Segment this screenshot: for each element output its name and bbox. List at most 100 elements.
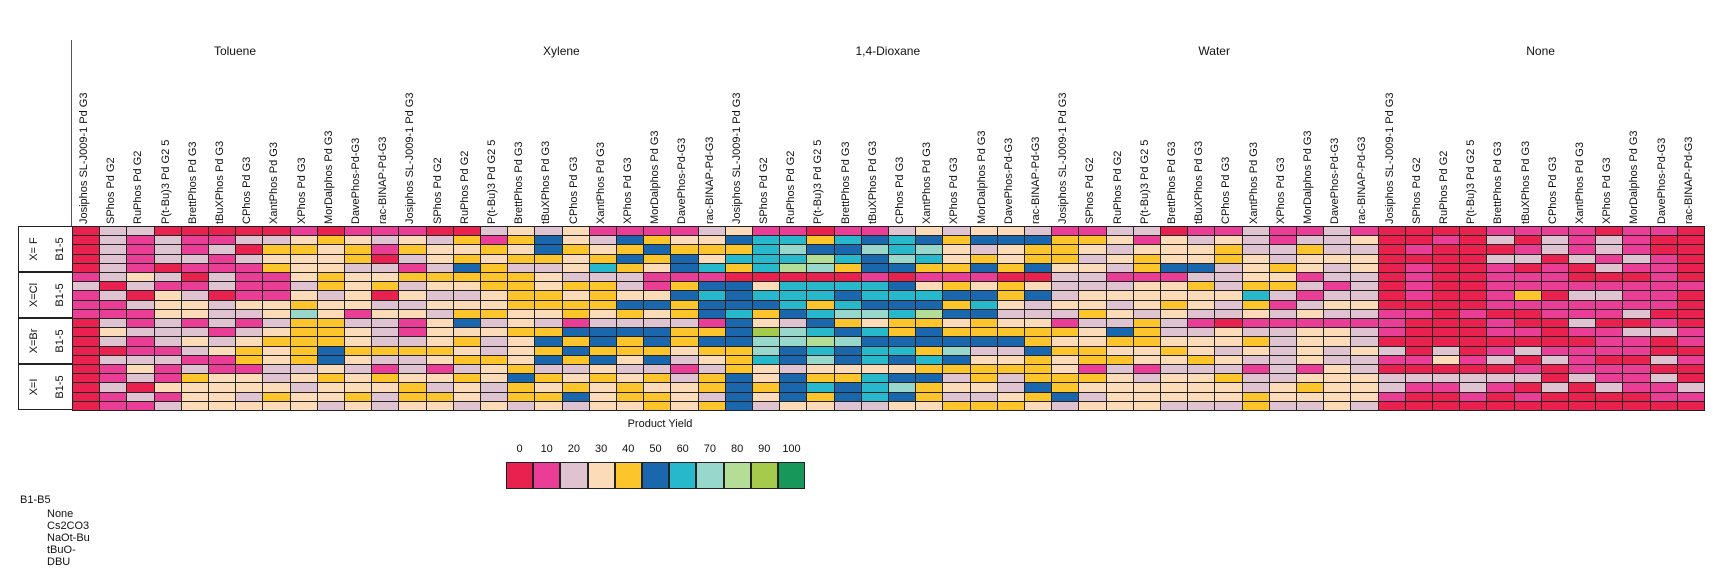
ligand-header: MorDalphos Pd G3 bbox=[649, 130, 662, 224]
ligand-header: P(t-Bu)3 Pd G2 5 bbox=[1138, 139, 1151, 224]
heatmap-cell bbox=[1377, 400, 1406, 411]
ligand-header: XantPhos Pd G3 bbox=[921, 142, 934, 224]
ligand-header: XPhos Pd G3 bbox=[948, 157, 961, 224]
ligand-header: CPhos Pd G3 bbox=[567, 156, 580, 224]
heatmap-cell bbox=[1649, 400, 1678, 411]
ligand-header: tBuXPhos Pd G3 bbox=[540, 140, 553, 224]
ligand-header: SPhos Pd G2 bbox=[105, 157, 118, 224]
heatmap-cell bbox=[860, 400, 889, 411]
ligand-header: SPhos Pd G2 bbox=[758, 157, 770, 224]
colorbar-swatch bbox=[669, 462, 697, 489]
colorbar-tick-label: 80 bbox=[730, 443, 744, 455]
colorbar-swatch bbox=[533, 462, 561, 489]
ligand-header: BrettPhos Pd G3 bbox=[513, 141, 526, 224]
heatmap-cell bbox=[1241, 400, 1270, 411]
heatmap-cell bbox=[1622, 400, 1651, 411]
ligand-header: XPhos Pd G3 bbox=[1601, 157, 1614, 224]
heatmap-cell bbox=[344, 400, 373, 411]
heatmap-cell bbox=[561, 400, 590, 411]
ligand-header: CPhos Pd G3 bbox=[1220, 156, 1233, 224]
heatmap-cell bbox=[398, 400, 427, 411]
colorbar-tick-label: 0 bbox=[516, 443, 523, 455]
colorbar-swatch bbox=[778, 462, 806, 489]
ligand-header: Josiphos SL-J009-1 Pd G3 bbox=[78, 92, 90, 224]
ligand-header: rac-BINAP-Pd-G3 bbox=[1682, 136, 1695, 224]
solvent-header: None bbox=[1526, 44, 1555, 58]
heatmap-cell bbox=[1350, 400, 1379, 411]
halide-label: X= F bbox=[28, 237, 40, 261]
halide-label: X=Cl bbox=[28, 282, 40, 308]
ligand-header: DavePhos-Pd-G3 bbox=[1002, 137, 1015, 224]
colorbar-swatch bbox=[506, 462, 534, 489]
ligand-header: MorDalphos Pd G3 bbox=[975, 130, 988, 224]
colorbar-tick-label: 10 bbox=[540, 443, 553, 455]
ligand-header: XPhos Pd G3 bbox=[622, 157, 634, 224]
heatmap-cell bbox=[1214, 400, 1243, 411]
ligand-header: P(t-Bu)3 Pd G2 5 bbox=[159, 139, 172, 224]
ligand-header: DavePhos-Pd-G3 bbox=[1655, 137, 1668, 224]
heatmap-cell bbox=[643, 400, 672, 411]
base-legend-item: NaOt-Bu bbox=[47, 532, 90, 544]
base-legend-item: None bbox=[47, 508, 74, 520]
colorbar-tick-label: 90 bbox=[758, 443, 771, 455]
ligand-header: CPhos Pd G3 bbox=[1546, 156, 1559, 224]
heatmap-cell bbox=[507, 400, 536, 411]
base-range-label: B1-5 bbox=[54, 329, 66, 353]
colorbar-tick-label: 60 bbox=[676, 443, 689, 455]
colorbar-swatch bbox=[696, 462, 724, 489]
heatmap-cell bbox=[153, 400, 182, 411]
base-legend-item: DBU bbox=[47, 556, 71, 568]
heatmap-cell bbox=[1078, 400, 1107, 411]
ligand-header: RuPhos Pd G2 bbox=[785, 150, 798, 224]
heatmap-cell bbox=[1513, 400, 1542, 411]
heatmap-cell bbox=[1459, 400, 1488, 411]
base-range-label: B1-5 bbox=[54, 237, 66, 261]
heatmap-cell bbox=[316, 400, 345, 411]
heatmap-cell bbox=[1486, 400, 1515, 411]
heatmap-cell bbox=[915, 400, 944, 411]
heatmap-cell bbox=[697, 400, 726, 411]
heatmap-cell bbox=[1132, 400, 1161, 411]
heatmap-cell bbox=[752, 400, 781, 411]
ligand-header: tBuXPhos Pd G3 bbox=[1519, 140, 1532, 224]
ligand-header: SPhos Pd G2 bbox=[431, 157, 444, 224]
ligand-header: SPhos Pd G2 bbox=[1410, 157, 1423, 224]
ligand-header: P(t-Bu)3 Pd G2 5 bbox=[1465, 139, 1478, 224]
heatmap-cell bbox=[208, 400, 237, 411]
solvent-header: Water bbox=[1198, 44, 1230, 58]
colorbar-swatch bbox=[723, 462, 751, 489]
heatmap-cell bbox=[180, 400, 209, 411]
solvent-header: Xylene bbox=[543, 44, 580, 58]
heatmap-cell bbox=[1595, 400, 1624, 411]
halide-label: X=Br bbox=[28, 328, 40, 354]
heatmap-cell bbox=[969, 400, 998, 411]
colorbar-swatch bbox=[614, 462, 642, 489]
ligand-header: DavePhos-Pd-G3 bbox=[350, 137, 362, 224]
colorbar-swatch bbox=[587, 462, 615, 489]
heatmap-cell bbox=[1160, 400, 1189, 411]
heatmap-cell bbox=[534, 400, 563, 411]
solvent-header: Toluene bbox=[213, 44, 257, 58]
heatmap-cell bbox=[724, 400, 753, 411]
ligand-header: rac-BINAP-Pd-G3 bbox=[1356, 136, 1369, 224]
heatmap-cell bbox=[235, 400, 264, 411]
colorbar-title: Product Yield bbox=[627, 418, 693, 430]
ligand-header: Josiphos SL-J009-1 Pd G3 bbox=[1057, 92, 1070, 224]
heatmap-cell bbox=[371, 400, 400, 411]
colorbar-swatch bbox=[642, 462, 670, 489]
colorbar-tick-label: 40 bbox=[622, 443, 635, 455]
ligand-header: CPhos Pd G3 bbox=[894, 156, 906, 224]
base-legend-item: Cs2CO3 bbox=[47, 520, 90, 532]
ligand-header: RuPhos Pd G2 bbox=[132, 150, 145, 224]
base-legend-title: B1-B5 bbox=[20, 494, 51, 506]
ligand-header: BrettPhos Pd G3 bbox=[1166, 141, 1178, 224]
ligand-header: CPhos Pd G3 bbox=[241, 156, 254, 224]
heatmap-cell bbox=[452, 400, 481, 411]
ligand-header: tBuXPhos Pd G3 bbox=[214, 140, 226, 224]
ligand-header: XPhos Pd G3 bbox=[295, 157, 308, 224]
ligand-header: P(t-Bu)3 Pd G2 5 bbox=[812, 139, 825, 224]
row-group-box: X=Cl B1-5 bbox=[18, 272, 72, 318]
heatmap-cell bbox=[888, 400, 917, 411]
ligand-header: XantPhos Pd G3 bbox=[1574, 142, 1586, 224]
